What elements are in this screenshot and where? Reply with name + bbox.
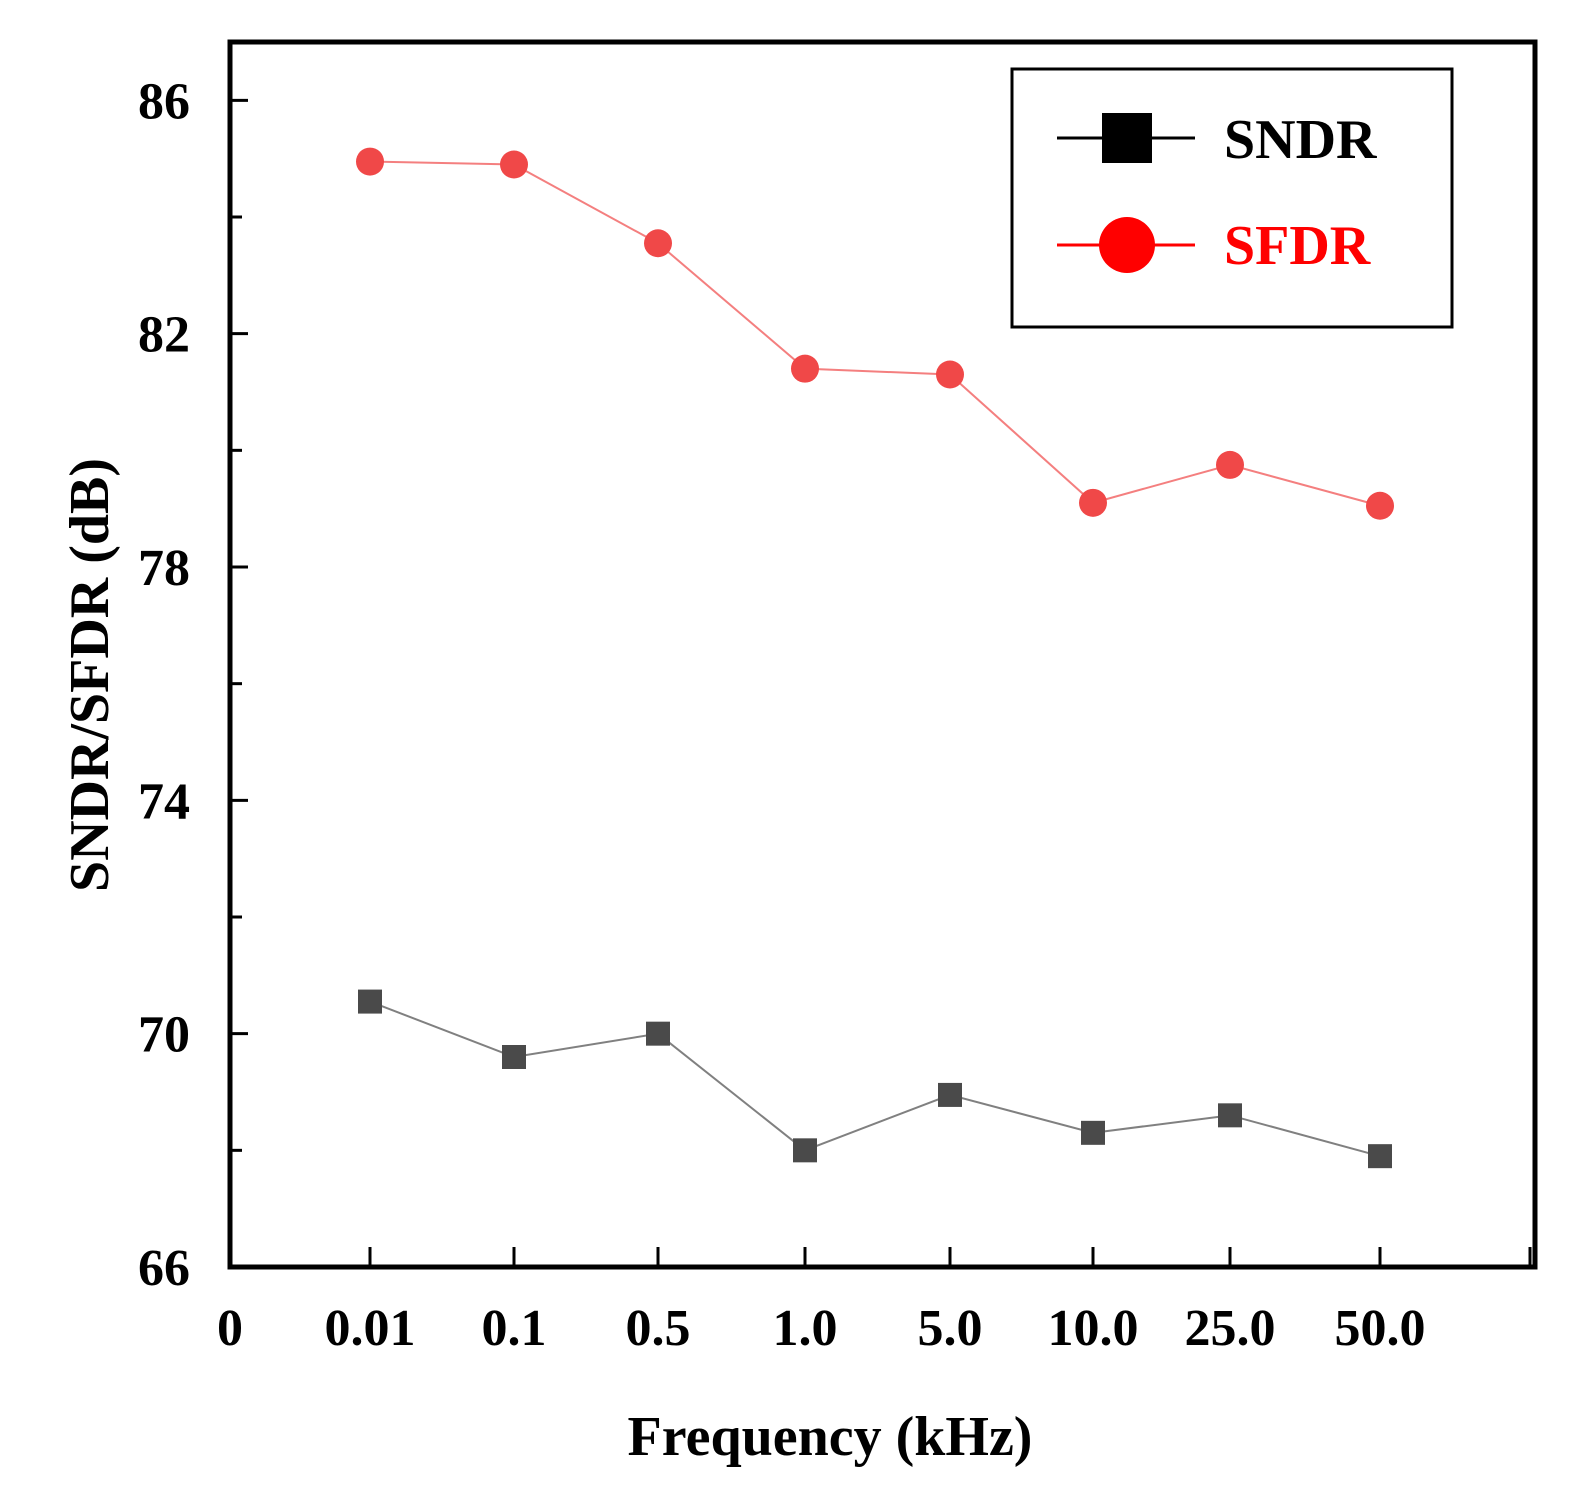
sndr-point (1218, 1103, 1242, 1128)
y-axis: 66 70 74 78 82 86 (138, 73, 248, 1297)
sfdr-point (1366, 491, 1394, 520)
sndr-point (793, 1138, 817, 1163)
x-tick-label: 0.5 (626, 1300, 691, 1357)
sfdr-point (1079, 488, 1107, 517)
sndr-point (646, 1021, 670, 1046)
series-layer (356, 147, 1394, 1169)
x-origin-label: 0 (217, 1300, 243, 1357)
sfdr-point (791, 354, 819, 383)
sndr-line (369, 1000, 1381, 1158)
x-axis-title: Frequency (kHz) (628, 1406, 1033, 1468)
y-tick-label: 70 (138, 1007, 190, 1064)
legend-sndr-label: SNDR (1224, 109, 1377, 171)
sfdr-point (1216, 450, 1244, 479)
y-tick-label: 78 (138, 540, 190, 597)
sfdr-point (356, 147, 384, 176)
y-axis-title: SNDR/SFDR (dB) (59, 458, 121, 892)
sndr-point (502, 1045, 526, 1069)
y-tick-label: 82 (138, 307, 190, 364)
x-tick-label: 0.1 (482, 1300, 547, 1357)
x-tick-label: 1.0 (773, 1300, 838, 1357)
legend: SNDR SFDR (1010, 67, 1454, 329)
x-axis: 0 0.01 0.1 0.5 1.0 5.0 10.0 25.0 50.0 (217, 1247, 1532, 1357)
legend-box (1010, 67, 1454, 329)
sndr-point (938, 1082, 962, 1107)
sndr-point (358, 989, 382, 1014)
sfdr-point (644, 229, 672, 258)
sndr-point (1368, 1144, 1392, 1169)
y-tick-label: 66 (138, 1240, 190, 1297)
x-tick-label: 0.01 (325, 1300, 416, 1357)
sfdr-line (369, 160, 1381, 507)
plot-frame (227, 39, 1538, 1270)
sndr-point (1081, 1120, 1105, 1145)
x-tick-label: 25.0 (1185, 1300, 1276, 1357)
x-tick-label: 10.0 (1048, 1300, 1139, 1357)
sfdr-point (500, 150, 528, 179)
sfdr-point (936, 360, 964, 389)
y-tick-label: 86 (138, 73, 190, 130)
x-tick-label: 50.0 (1335, 1300, 1426, 1357)
y-tick-label: 74 (138, 773, 190, 830)
x-tick-label: 5.0 (918, 1300, 983, 1357)
legend-sndr-marker (1102, 113, 1152, 163)
legend-sfdr-label: SFDR (1224, 215, 1371, 277)
legend-sfdr-marker (1099, 217, 1155, 273)
